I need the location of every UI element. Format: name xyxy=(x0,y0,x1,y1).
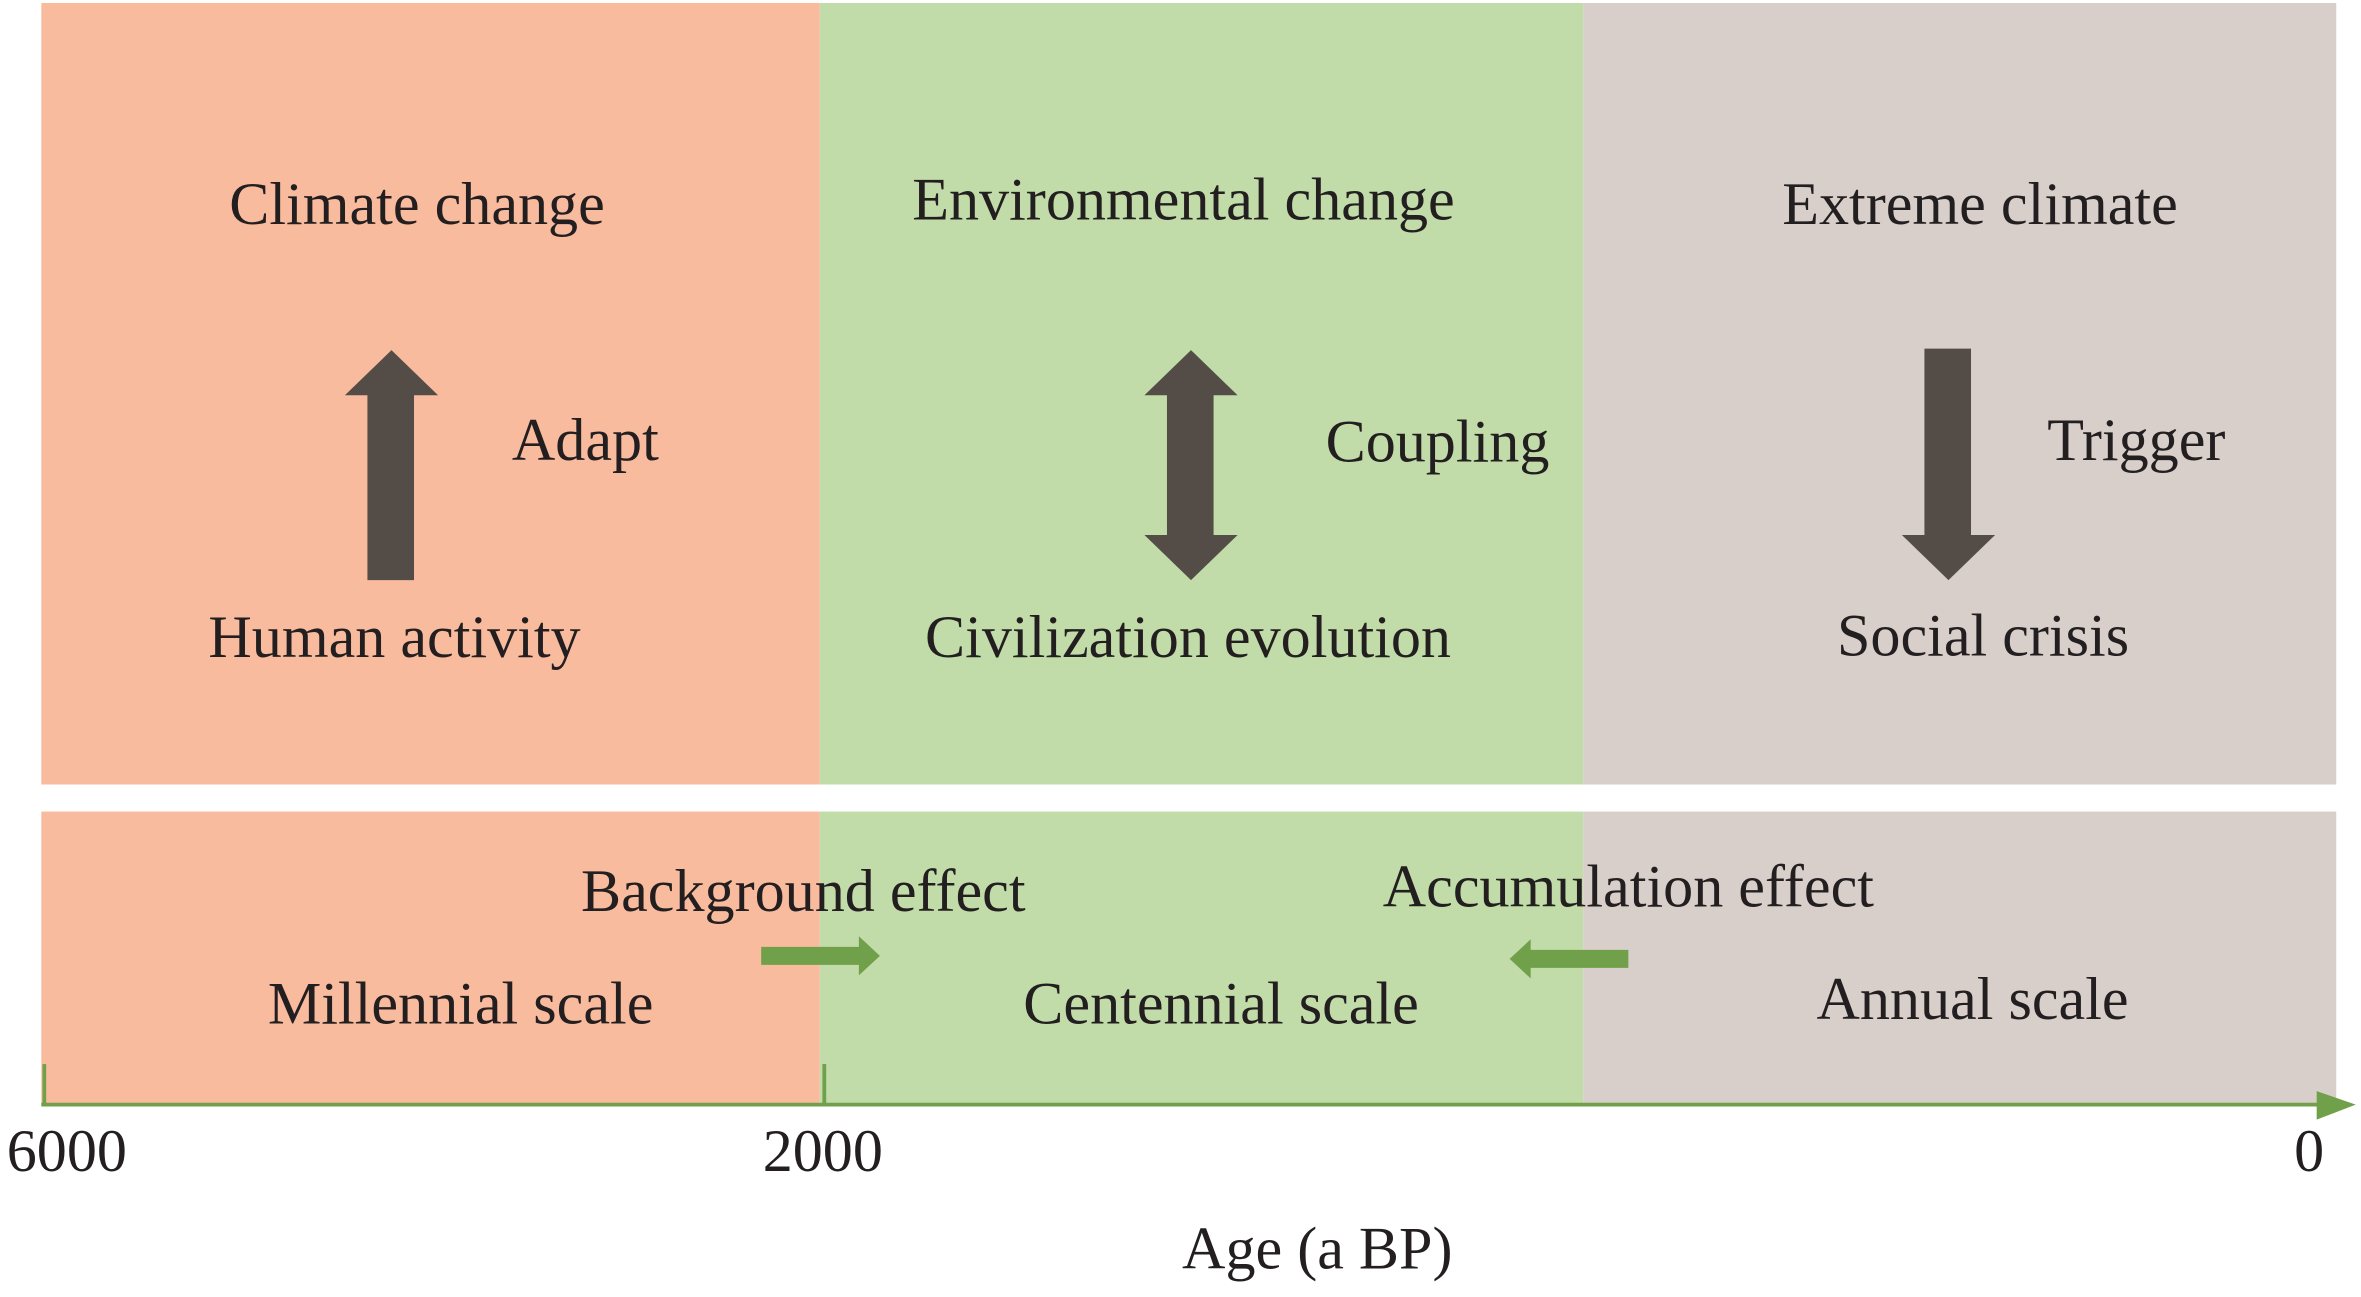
bottom-label: Civilization evolution xyxy=(925,604,1451,671)
arrow-down xyxy=(1901,348,1996,581)
scale-label: Millennial scale xyxy=(268,971,654,1038)
top-label: Environmental change xyxy=(912,167,1454,234)
bottom-label: Human activity xyxy=(208,604,580,671)
effect-label: Accumulation effect xyxy=(1383,854,1875,921)
scale-label: Centennial scale xyxy=(1023,971,1419,1038)
effect-label: Background effect xyxy=(581,858,1026,925)
band-millennial xyxy=(41,811,820,1105)
tick-label: 2000 xyxy=(763,1118,883,1185)
tick-label: 0 xyxy=(2294,1118,2324,1185)
tick-label: 6000 xyxy=(7,1118,127,1185)
axis-arrow xyxy=(2316,1091,2356,1120)
top-label: Climate change xyxy=(229,171,605,238)
bottom-label: Social crisis xyxy=(1837,603,2129,670)
relation-label: Coupling xyxy=(1326,409,1550,476)
arrow-right xyxy=(761,936,880,976)
arrow-up xyxy=(344,350,439,581)
top-label: Extreme climate xyxy=(1782,171,2178,238)
relation-label: Adapt xyxy=(512,407,659,474)
axis-label: Age (a BP) xyxy=(1182,1216,1452,1283)
band-centennial xyxy=(819,811,1584,1105)
arrow-double xyxy=(1144,350,1238,581)
relation-label: Trigger xyxy=(2047,407,2225,474)
scale-label: Annual scale xyxy=(1816,966,2128,1033)
arrow-left xyxy=(1509,939,1629,979)
band-annual xyxy=(1583,811,2337,1105)
